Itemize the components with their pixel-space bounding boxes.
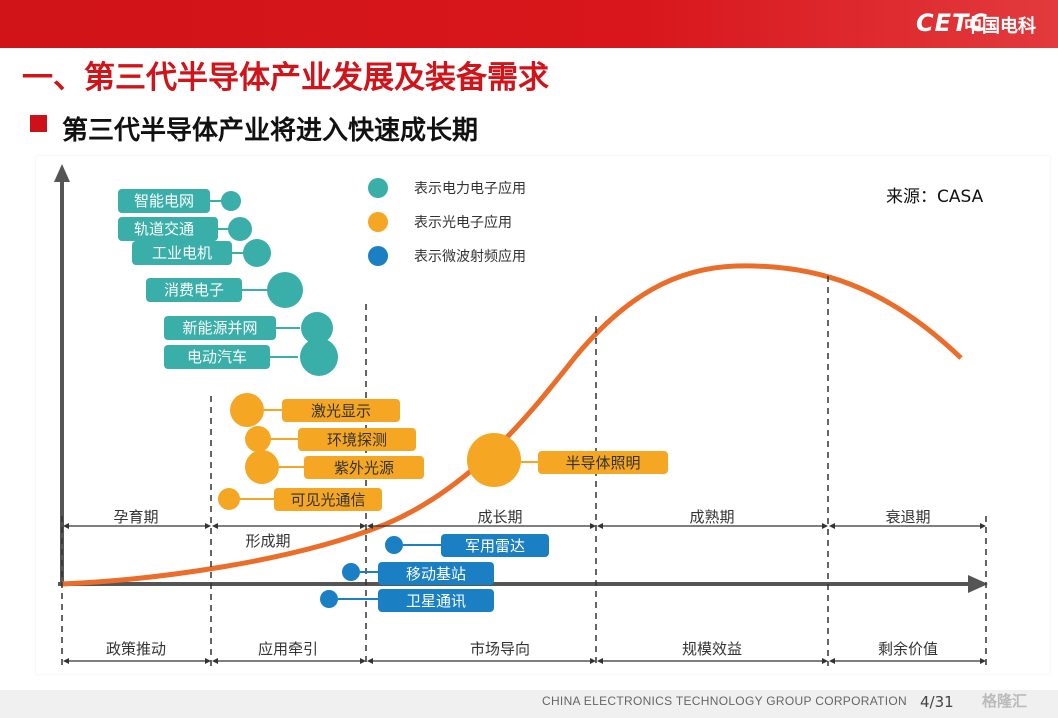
rf-app-label: 移动基站 (406, 565, 466, 583)
source-note: 来源：CASA (886, 187, 984, 207)
legend-orange-dot-icon (368, 212, 388, 232)
power-app-label: 轨道交通 (134, 220, 194, 238)
stage-label: 孕育期 (113, 508, 158, 526)
driver-label: 市场导向 (470, 640, 530, 658)
footer-org: CHINA ELECTRONICS TECHNOLOGY GROUP CORPO… (542, 694, 907, 708)
legend-label: 表示电力电子应用 (414, 180, 526, 197)
bullet-square-icon (30, 115, 47, 132)
slide-subtitle: 第三代半导体产业将进入快速成长期 (62, 116, 479, 146)
lifecycle-svg: 孕育期 形成期 成长期 成熟期 衰退期 政策推动 应用牵引 市场导向 规模效益 … (54, 164, 988, 666)
opto-app-label: 可见光通信 (290, 491, 365, 509)
watermark: 格隆汇 (982, 692, 1028, 710)
rf-app-label: 卫星通讯 (406, 592, 466, 610)
driver-label: 应用牵引 (258, 640, 318, 658)
stage-label: 成长期 (477, 508, 522, 526)
power-app-label: 工业电机 (152, 244, 212, 262)
footer-bar (0, 690, 1058, 718)
driver-label: 政策推动 (106, 640, 166, 658)
cetc-logo: CETC (916, 9, 988, 37)
stage-label: 形成期 (245, 532, 290, 550)
rf-app-label: 军用雷达 (465, 537, 525, 555)
y-axis-arrow-icon (54, 164, 70, 182)
legend-teal-dot-icon (368, 178, 388, 198)
power-app-label: 电动汽车 (187, 348, 247, 366)
optoelectronics-apps: 激光显示 环境探测 紫外光源 可见光通信 半导体照明 (218, 393, 668, 511)
header-bar (0, 0, 1058, 48)
stage-label: 成熟期 (689, 508, 734, 526)
cetc-logo-cn: 中国电科 (964, 16, 1036, 37)
opto-app-label: 紫外光源 (334, 459, 394, 477)
opto-app-label: 环境探测 (327, 431, 387, 449)
power-app-label: 智能电网 (134, 192, 194, 210)
stage-separators (61, 276, 987, 666)
opto-app-label: 激光显示 (311, 402, 371, 420)
slide-title: 一、第三代半导体产业发展及装备需求 (22, 60, 549, 96)
power-app-label: 新能源并网 (182, 319, 257, 337)
legend-label: 表示微波射频应用 (414, 248, 526, 265)
opto-app-label: 半导体照明 (565, 454, 640, 472)
legend-label: 表示光电子应用 (414, 214, 512, 231)
driver-label: 剩余价值 (878, 640, 938, 658)
lifecycle-curve (61, 263, 963, 587)
power-app-label: 消费电子 (164, 281, 224, 299)
power-electronics-apps: 智能电网 轨道交通 工业电机 消费电子 新能源并网 电动汽车 (118, 189, 338, 376)
legend-blue-dot-icon (368, 246, 388, 266)
page-number: 4/31 (920, 693, 954, 711)
rf-microwave-apps: 军用雷达 移动基站 卫星通讯 (320, 534, 549, 612)
driver-label: 规模效益 (682, 640, 742, 658)
stage-label: 衰退期 (885, 508, 930, 526)
x-axis-arrow-icon (968, 575, 988, 593)
industry-lifecycle-diagram: 孕育期 形成期 成长期 成熟期 衰退期 政策推动 应用牵引 市场导向 规模效益 … (36, 156, 1050, 674)
